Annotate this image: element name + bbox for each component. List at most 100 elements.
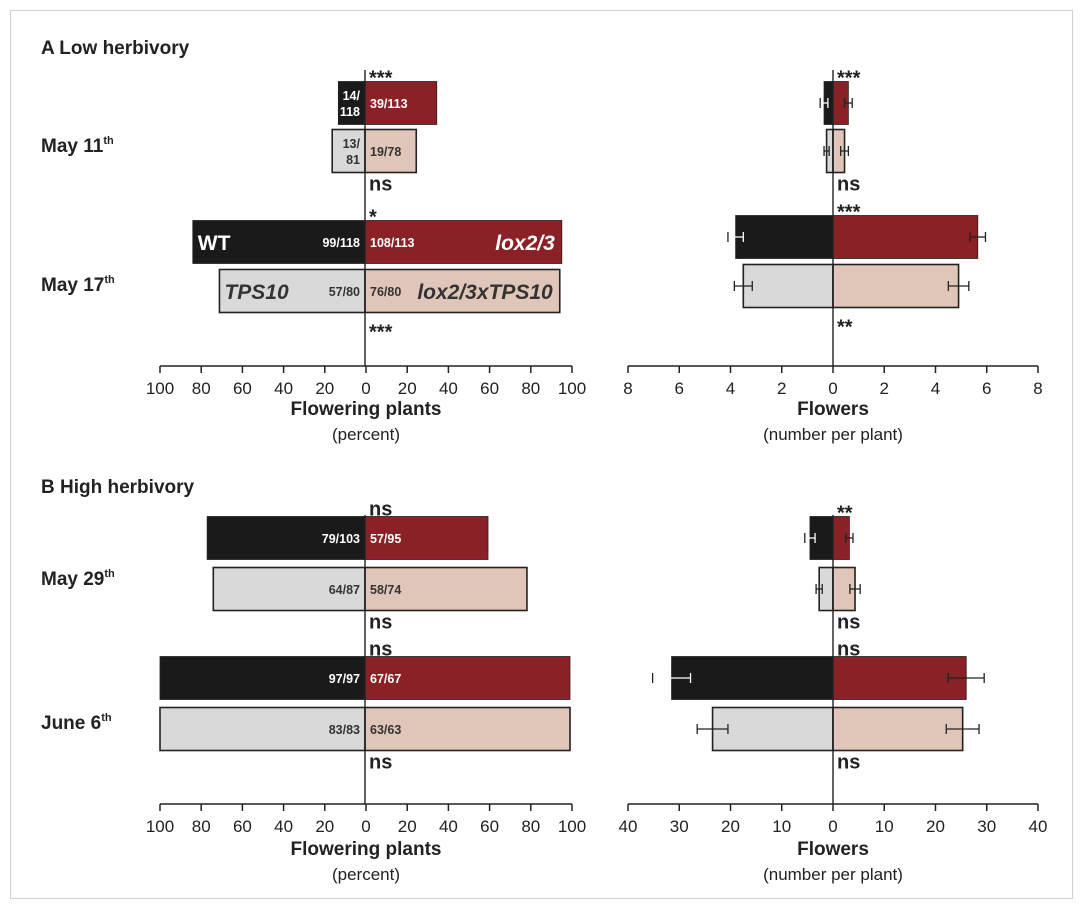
count-right: 63/63: [370, 723, 401, 737]
panel-title-a: A Low herbivory: [41, 38, 190, 59]
significance-label: ns: [369, 639, 392, 661]
x-tick-label: 6: [982, 379, 991, 398]
date-label: June 6th: [41, 712, 112, 734]
genotype-label-left: WT: [198, 232, 231, 255]
chart-3: 100 80 60 40 20 0 20 40 60 80 100 Flowering plants (…: [41, 499, 586, 885]
x-axis-title: Flowers: [797, 839, 869, 860]
significance-label: ***: [837, 68, 861, 90]
x-tick-label: 80: [192, 817, 211, 836]
bar-left: [711, 706, 834, 752]
chart-4: 40 30 20 10 0 10 20 30 40 Flowers (number per plan…: [619, 503, 1048, 885]
x-tick-label: 20: [721, 817, 740, 836]
bar-right: [364, 516, 489, 560]
x-tick-label: 80: [192, 379, 211, 398]
x-tick-label: 30: [670, 817, 689, 836]
x-tick-label: 80: [521, 379, 540, 398]
count-left: 14/: [343, 89, 361, 103]
x-tick-label: 40: [439, 817, 458, 836]
count-right: 67/67: [370, 672, 401, 686]
x-tick-label: 60: [233, 817, 252, 836]
chart-1: 100 80 60 40 20 0 20 40 60 80 100 Flowering plants (…: [41, 68, 586, 445]
x-tick-label: 40: [274, 379, 293, 398]
x-tick-label: 60: [233, 379, 252, 398]
date-label-superscript: th: [101, 712, 112, 724]
date-label: May 17th: [41, 274, 115, 296]
count-left: 79/103: [322, 532, 360, 546]
significance-label: ns: [837, 174, 860, 196]
count-right: 108/113: [370, 236, 415, 250]
genotype-label-right: lox2/3: [495, 232, 555, 255]
bar-left: [671, 656, 834, 700]
x-tick-label: 10: [875, 817, 894, 836]
x-tick-label: 0: [828, 379, 837, 398]
x-tick-label: 40: [619, 817, 638, 836]
significance-label: *: [369, 207, 377, 229]
genotype-label-right: lox2/3xTPS10: [417, 281, 553, 304]
x-tick-label: 80: [521, 817, 540, 836]
significance-label: ns: [837, 639, 860, 661]
x-tick-label: 6: [675, 379, 684, 398]
x-tick-label: 100: [558, 379, 586, 398]
bar-left: [212, 566, 366, 612]
count-left: 64/87: [329, 583, 360, 597]
x-tick-label: 100: [146, 379, 174, 398]
significance-label: ns: [837, 752, 860, 774]
bar-right: [832, 263, 960, 309]
date-label-superscript: th: [104, 568, 115, 580]
count-left: 81: [346, 153, 360, 167]
x-axis-subtitle: (number per plant): [763, 865, 903, 884]
x-tick-label: 10: [772, 817, 791, 836]
count-right: 39/113: [370, 97, 408, 111]
panel-title-b: B High herbivory: [41, 477, 195, 498]
bar-right: [364, 128, 418, 174]
x-tick-label: 100: [558, 817, 586, 836]
figure-frame: [10, 10, 1073, 899]
x-axis-title: Flowering plants: [291, 399, 442, 420]
x-tick-label: 20: [398, 817, 417, 836]
count-right: 76/80: [370, 285, 401, 299]
x-tick-label: 20: [315, 379, 334, 398]
x-tick-label: 0: [828, 817, 837, 836]
significance-label: ***: [369, 68, 393, 90]
x-axis-subtitle: (percent): [332, 425, 400, 444]
bar-right: [832, 215, 979, 259]
x-tick-label: 0: [361, 817, 370, 836]
date-label: May 11th: [41, 135, 114, 157]
x-tick-label: 20: [398, 379, 417, 398]
count-left: 83/83: [329, 723, 360, 737]
significance-label: ns: [369, 612, 392, 634]
count-left: 57/80: [329, 285, 360, 299]
bar-left: [218, 268, 366, 314]
bar-right: [832, 656, 967, 700]
significance-label: ns: [369, 499, 392, 521]
bar-right: [364, 566, 528, 612]
x-tick-label: 4: [931, 379, 940, 398]
significance-label: ns: [369, 752, 392, 774]
bar-right: [364, 81, 438, 125]
bar-left: [331, 128, 366, 174]
significance-label: ns: [369, 174, 392, 196]
significance-label: **: [837, 503, 853, 525]
bar-left: [337, 81, 366, 125]
x-axis-title: Flowering plants: [291, 839, 442, 860]
bar-left: [735, 215, 834, 259]
x-tick-label: 20: [926, 817, 945, 836]
bar-right: [364, 656, 571, 700]
x-axis-subtitle: (percent): [332, 865, 400, 884]
x-axis-subtitle: (number per plant): [763, 425, 903, 444]
bar-right: [364, 220, 563, 264]
x-axis-title: Flowers: [797, 399, 869, 420]
bar-right: [832, 706, 964, 752]
x-tick-label: 60: [480, 817, 499, 836]
x-tick-label: 4: [726, 379, 735, 398]
count-left: 97/97: [329, 672, 360, 686]
count-left: 13/: [343, 137, 361, 151]
chart-2: 8 6 4 2 0 2 4 6 8 Flowers (number per plant) *** ns *…: [623, 68, 1042, 445]
count-right: 19/78: [370, 145, 401, 159]
x-tick-label: 60: [480, 379, 499, 398]
count-left: 118: [340, 105, 360, 119]
x-tick-label: 2: [880, 379, 889, 398]
x-tick-label: 20: [315, 817, 334, 836]
x-tick-label: 0: [361, 379, 370, 398]
significance-label: ***: [837, 202, 861, 224]
